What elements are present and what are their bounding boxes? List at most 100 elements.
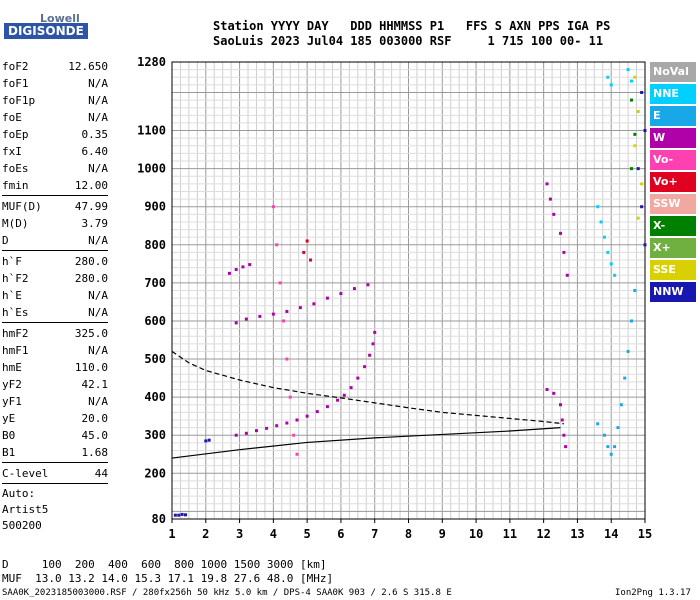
echo-point (599, 220, 603, 224)
param-value: N/A (88, 306, 108, 319)
param-row: hmF1 N/A (2, 342, 108, 359)
x-tick-label: 5 (304, 527, 311, 541)
param-value: 45.0 (81, 429, 109, 442)
echo-point (373, 330, 377, 334)
echo-point (184, 513, 188, 517)
y-tick-label: 200 (144, 466, 166, 480)
param-value: N/A (88, 111, 108, 124)
legend-item: SSW (650, 194, 696, 214)
param-row: foF2 12.650 (2, 58, 108, 75)
echo-point (562, 433, 566, 437)
param-value: 280.0 (74, 272, 108, 285)
echo-point (552, 212, 556, 216)
param-name: h`F (2, 255, 22, 268)
param-separator (2, 250, 108, 251)
echo-point (636, 167, 640, 171)
param-name: foF1p (2, 94, 36, 107)
echo-point (629, 79, 633, 83)
param-value: 110.0 (74, 361, 108, 374)
echo-point (559, 403, 563, 407)
param-row: foEp 0.35 (2, 126, 108, 143)
echo-point (207, 438, 211, 442)
echo-point (248, 263, 252, 267)
param-row: B0 45.0 (2, 427, 108, 444)
param-name: B1 (2, 446, 16, 459)
param-row: foE N/A (2, 109, 108, 126)
ionogram-chart: 1 2 3 4 5 6 7 8 9 10 11 12 13 14 158020030040050060070… (137, 55, 652, 541)
param-name: foF1 (2, 77, 29, 90)
param-name: hmF2 (2, 327, 29, 340)
echo-point (609, 452, 613, 456)
param-name: yE (2, 412, 16, 425)
echo-point (640, 182, 644, 186)
echo-point (258, 314, 262, 318)
footer-info-line: SAA0K_2023185003000.RSF / 280fx256h 50 k… (2, 588, 452, 598)
echo-point (643, 129, 647, 133)
echo-point (177, 513, 181, 517)
autoscale-line3: 500200 (2, 519, 42, 532)
echo-point (609, 83, 613, 87)
param-value: 280.0 (74, 255, 108, 268)
echo-point (275, 424, 279, 428)
y-tick-label: 1280 (137, 55, 166, 69)
param-name: fxI (2, 145, 22, 158)
echo-point (565, 273, 569, 277)
echo-point (298, 306, 302, 310)
param-separator (2, 322, 108, 323)
parameter-panel: foF2 12.650 foF1 N/A foF1p N/A foE N/A foEp 0.35 f… (2, 58, 108, 534)
echo-point (312, 302, 316, 306)
param-name: yF2 (2, 378, 22, 391)
echo-point (285, 309, 289, 313)
echo-point (562, 250, 566, 254)
param-row: yF1 N/A (2, 393, 108, 410)
param-name: MUF(D) (2, 200, 42, 213)
param-row: C-level 44 (2, 465, 108, 482)
x-tick-label: 11 (503, 527, 517, 541)
param-name: M(D) (2, 217, 29, 230)
param-value: 20.0 (81, 412, 109, 425)
param-row: fxI 6.40 (2, 143, 108, 160)
y-tick-label: 800 (144, 238, 166, 252)
legend-item: Vo- (650, 150, 696, 170)
param-name: D (2, 234, 9, 247)
y-tick-label: 80 (152, 512, 166, 526)
param-row: M(D) 3.79 (2, 215, 108, 232)
echo-point (629, 167, 633, 171)
echo-point (325, 405, 329, 409)
echo-point (633, 132, 637, 136)
echo-point (339, 292, 343, 296)
legend-item: NNE (650, 84, 696, 104)
echo-point (545, 388, 549, 392)
echo-point (640, 90, 644, 94)
param-value: N/A (88, 234, 108, 247)
echo-point (278, 281, 282, 285)
header-line-2: SaoLuis 2023 Jul04 185 003000 RSF 1 715 … (213, 34, 604, 48)
echo-point (271, 312, 275, 316)
echo-point (234, 433, 238, 437)
echo-point (602, 433, 606, 437)
echo-point (596, 205, 600, 209)
echo-point (602, 235, 606, 239)
y-tick-label: 500 (144, 352, 166, 366)
echo-point (244, 317, 248, 321)
echo-point (234, 268, 238, 272)
y-tick-label: 600 (144, 314, 166, 328)
profile-line-dashed (171, 350, 564, 425)
param-value: 12.00 (74, 179, 108, 192)
autoscale-line2: Artist5 (2, 503, 49, 516)
param-name: B0 (2, 429, 16, 442)
header-line-1: Station YYYY DAY DDD HHMMSS P1 FFS S AXN… (213, 19, 611, 33)
x-tick-label: 2 (202, 527, 209, 541)
param-row: fmin 12.00 (2, 177, 108, 194)
param-value: N/A (88, 344, 108, 357)
logo-lowell-text: Lowell (40, 12, 80, 25)
echo-point (336, 398, 340, 402)
echo-point (285, 421, 289, 425)
param-separator (2, 483, 108, 484)
x-tick-label: 3 (236, 527, 243, 541)
param-name: h`Es (2, 306, 29, 319)
legend-item: W (650, 128, 696, 148)
param-name: h`E (2, 289, 22, 302)
echo-point (560, 418, 564, 422)
echo-point (295, 452, 299, 456)
